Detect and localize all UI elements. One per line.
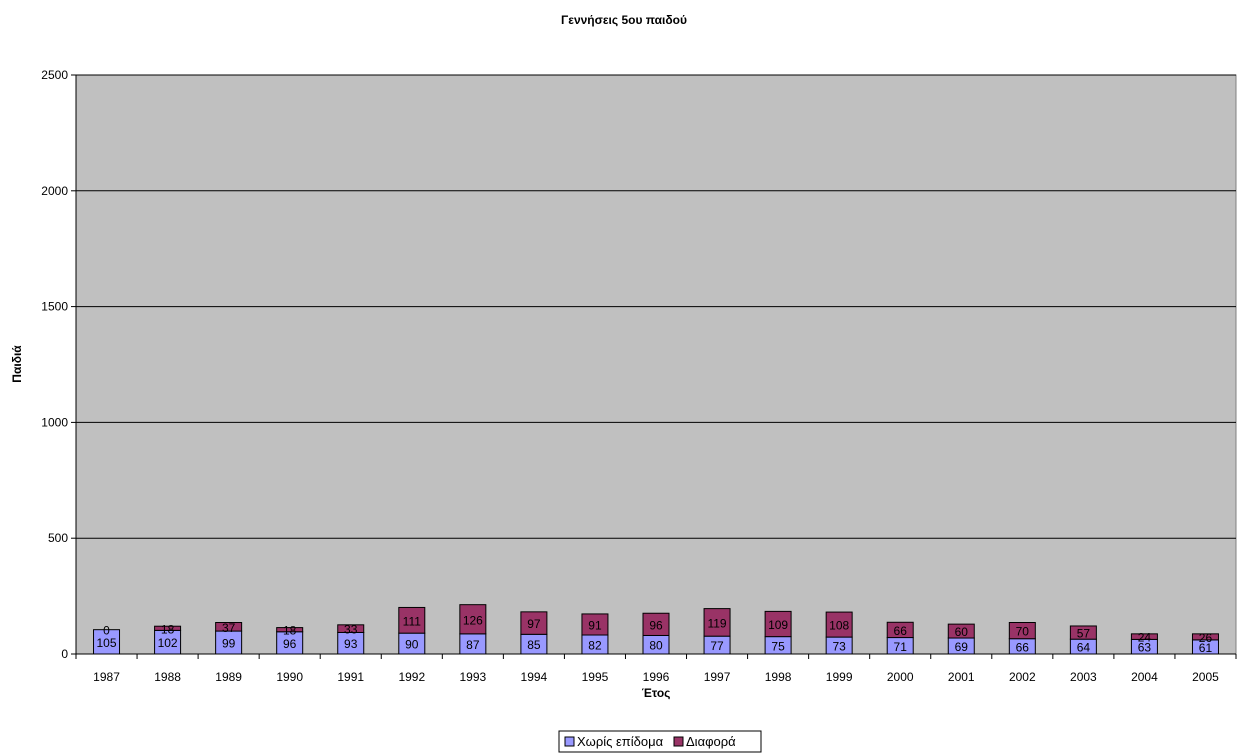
x-tick-label: 1998 (765, 670, 792, 684)
data-label: 99 (222, 637, 236, 651)
bar-segment-difference (215, 622, 243, 632)
x-tick-label: 1994 (521, 670, 548, 684)
bar-segment-difference (520, 611, 548, 635)
data-label: 126 (463, 613, 483, 627)
bar-segment-difference (398, 606, 426, 634)
y-tick-label: 2000 (41, 184, 68, 198)
data-label: 26 (1199, 631, 1213, 645)
data-label: 105 (97, 636, 117, 650)
legend-swatch-0 (564, 736, 575, 747)
data-label: 18 (161, 622, 175, 636)
bar-segment-difference (276, 627, 304, 633)
x-tick-label: 2005 (1192, 670, 1219, 684)
x-axis-title: Έτος (642, 686, 671, 700)
data-label: 96 (649, 618, 663, 632)
data-labels: 1050102189937961893339011187126859782918… (97, 613, 1213, 655)
bar-segment-difference (886, 621, 914, 639)
y-tick-labels: 0 500 1000 1500 2000 2500 (41, 68, 68, 661)
x-tick-label: 2000 (887, 670, 914, 684)
x-tick-label: 1989 (215, 670, 242, 684)
data-label: 70 (1016, 625, 1030, 639)
data-label: 37 (222, 621, 236, 635)
data-label: 18 (283, 624, 297, 638)
y-tick-label: 1000 (41, 415, 68, 429)
x-tick-label: 2001 (948, 670, 975, 684)
x-tick-label: 1999 (826, 670, 853, 684)
plot-area (75, 74, 1237, 655)
x-tick-label: 1992 (398, 670, 425, 684)
legend-swatch-1 (673, 736, 684, 747)
legend-box (558, 730, 762, 753)
x-tick-label: 1996 (643, 670, 670, 684)
x-tick-label: 2002 (1009, 670, 1036, 684)
data-label: 71 (894, 640, 908, 654)
y-tick-label: 500 (48, 531, 68, 545)
y-tick-label: 0 (61, 647, 68, 661)
x-tick-label: 1988 (154, 670, 181, 684)
data-label: 75 (771, 639, 785, 653)
bar-segment-difference (581, 613, 609, 636)
data-label: 60 (955, 625, 969, 639)
data-label: 63 (1138, 641, 1152, 655)
bars (93, 604, 1219, 655)
x-tick-labels: 1987 1988 1989 1990 1991 1992 1993 1994 1995 1996… (93, 670, 1219, 684)
data-label: 80 (649, 639, 663, 653)
bar-segment-difference (642, 612, 670, 636)
data-label: 97 (527, 617, 541, 631)
bar-segment-difference (703, 608, 731, 637)
bar-segment-difference (1191, 633, 1219, 641)
axes (71, 74, 1237, 659)
y-tick-label: 1500 (41, 300, 68, 314)
x-tick-label: 1997 (704, 670, 731, 684)
data-label: 102 (158, 636, 178, 650)
data-label: 119 (707, 616, 726, 630)
bar-segment-difference (764, 610, 792, 638)
data-label: 33 (344, 623, 358, 637)
data-label: 57 (1077, 627, 1091, 641)
gridlines (76, 74, 1236, 539)
x-tick-label: 1987 (93, 670, 120, 684)
x-tick-label: 1995 (582, 670, 609, 684)
data-label: 0 (103, 624, 110, 638)
data-label: 73 (832, 640, 846, 654)
data-label: 66 (894, 624, 908, 638)
bar-segment-difference (459, 604, 487, 635)
legend-label-0: Χωρίς επίδομα (577, 734, 664, 749)
bar-segment-difference (1008, 622, 1036, 640)
data-label: 66 (1016, 640, 1030, 654)
legend-label-1: Διαφορά (686, 734, 736, 749)
data-label: 91 (588, 618, 602, 632)
y-axis-title: Παιδιά (10, 345, 24, 383)
data-label: 24 (1138, 631, 1152, 645)
data-label: 77 (710, 639, 724, 653)
data-label: 87 (466, 638, 480, 652)
x-tick-label: 1991 (337, 670, 364, 684)
data-label: 111 (403, 614, 422, 628)
bar-segment-difference (825, 611, 853, 638)
data-label: 96 (283, 637, 297, 651)
x-tick-label: 2003 (1070, 670, 1097, 684)
bar-segment-difference (154, 625, 182, 631)
data-label: 90 (405, 638, 419, 652)
legend: Χωρίς επίδομα Διαφορά (558, 730, 762, 753)
data-label: 109 (768, 618, 788, 632)
x-tick-label: 1993 (459, 670, 486, 684)
data-label: 108 (829, 619, 849, 633)
chart-title: Γεννήσεις 5ου παιδού (561, 13, 687, 27)
data-label: 82 (588, 639, 602, 653)
y-tick-label: 2500 (41, 68, 68, 82)
x-tick-label: 1990 (276, 670, 303, 684)
data-label: 69 (955, 640, 969, 654)
x-tick-label: 2004 (1131, 670, 1158, 684)
data-label: 93 (344, 637, 358, 651)
bar-segment-difference (947, 623, 975, 639)
data-label: 85 (527, 638, 541, 652)
bar-segment-difference (337, 624, 365, 633)
data-label: 64 (1077, 641, 1091, 655)
bar-segment-without-allowance (93, 629, 121, 655)
data-label: 61 (1199, 641, 1213, 655)
bar-segment-difference (1130, 633, 1158, 640)
bar-segment-difference (1069, 625, 1097, 640)
